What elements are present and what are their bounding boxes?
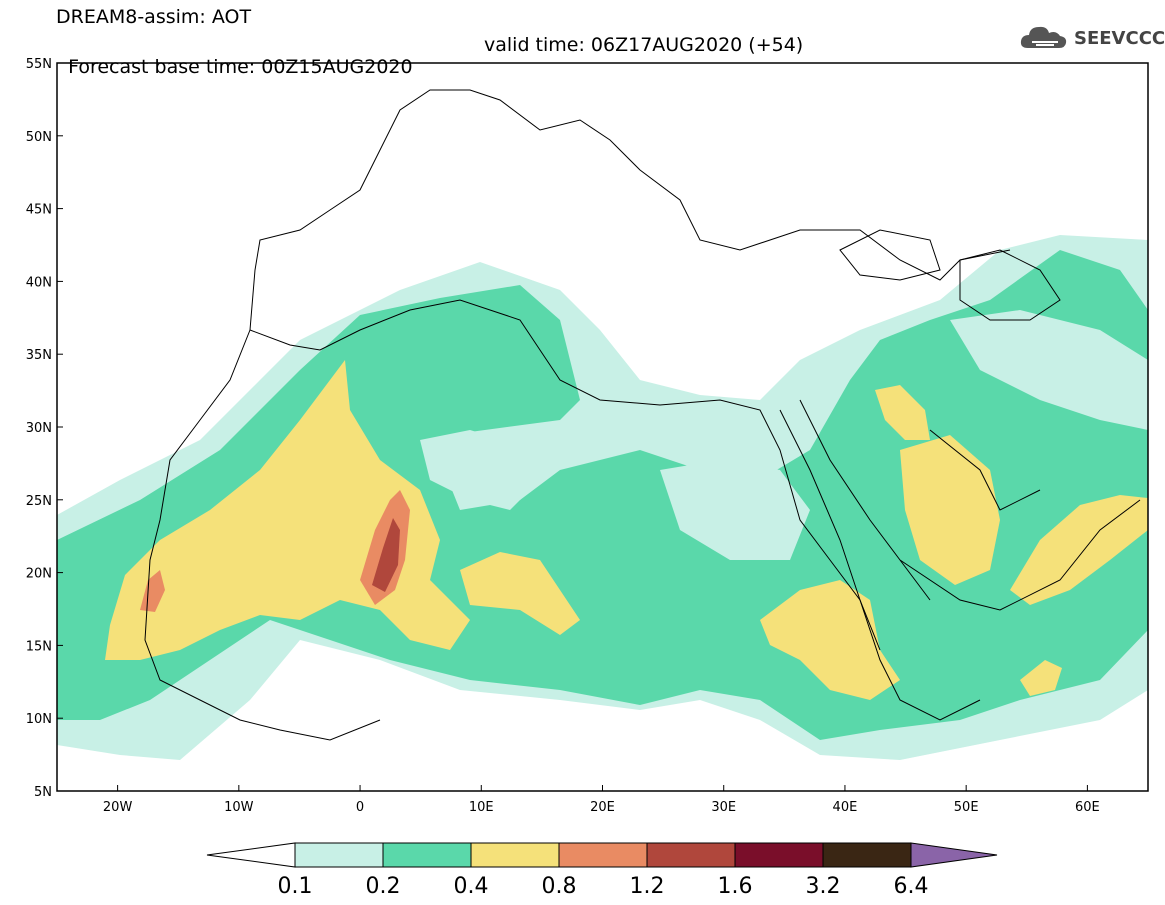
aot-light-patch-2 [660,460,810,560]
colorbar-label: 0.4 [454,874,489,899]
longitude-labels: 20W 10W 0 10E 20E 30E 40E 50E 60E [103,800,1100,815]
colorbar-segment [382,842,472,868]
colorbar-segment [646,842,736,868]
colorbar-label: 1.2 [630,874,665,899]
aot-band-0.8-mauritania [140,570,165,612]
colorbar-under-arrow [206,842,296,868]
lon-label: 30E [711,800,736,815]
europe-coast [249,89,1011,331]
lat-label: 5N [34,785,52,800]
arabia-coast [899,429,1141,611]
aot-light-patch-1 [420,430,540,510]
lat-label: 45N [26,203,52,218]
forecast-times: Forecast base time: 00Z15AUG2020 valid t… [56,34,803,100]
seevccc-logo: SEEVCCC [1018,20,1165,56]
lat-label: 10N [26,712,52,727]
map-title: DREAM8-assim: AOT [56,6,252,28]
africa-coast [249,299,981,721]
base-time: Forecast base time: 00Z15AUG2020 [68,56,413,78]
colorbar-over-arrow [910,842,998,868]
aot-band-0.4-arabia [900,435,1000,585]
logo-text: SEEVCCC [1074,28,1165,49]
colorbar-label: 0.8 [542,874,577,899]
lat-label: 35N [26,348,52,363]
lat-label: 40N [26,275,52,290]
colorbar-segment [822,842,912,868]
aot-band-0.4-iraq [875,385,930,440]
colorbar-segment [294,842,384,868]
colorbar-segment [558,842,648,868]
west-africa-coast [144,329,381,741]
lon-label: 10E [469,800,494,815]
aot-band-0.4-sahel [460,552,580,635]
lat-label: 20N [26,567,52,582]
red-sea-coast [779,399,931,651]
caspian-coast [959,249,1061,321]
colorbar-segment [470,842,560,868]
lat-label: 15N [26,639,52,654]
aot-field [57,235,1148,760]
colorbar: 0.1 0.2 0.4 0.8 1.2 1.6 3.2 6.4 [206,842,998,899]
colorbar-label: 6.4 [894,874,929,899]
valid-time: valid time: 06Z17AUG2020 (+54) [484,34,804,56]
lon-label: 20W [103,800,133,815]
lon-label: 60E [1075,800,1100,815]
colorbar-segment [734,842,824,868]
colorbar-label: 3.2 [806,874,841,899]
lon-label: 20E [590,800,615,815]
aot-light-patch-3 [950,310,1148,430]
lat-label: 30N [26,421,52,436]
axis-ticks [57,62,1088,792]
aot-band-1.2-mali [372,518,400,592]
lat-label: 50N [26,130,52,145]
aot-band-0.2 [57,250,1148,740]
coastlines [144,89,1141,741]
colorbar-label: 0.2 [366,874,401,899]
lat-label: 55N [26,57,52,72]
aot-band-0.4-somalia [1020,660,1062,696]
cloud-icon [1020,26,1067,48]
latitude-labels: 55N 50N 45N 40N 35N 30N 25N 20N 15N 10N 5N [26,57,52,800]
black-sea-coast [839,229,941,281]
lon-label: 0 [356,800,364,815]
colorbar-label: 1.6 [718,874,753,899]
lon-label: 40E [833,800,858,815]
aot-band-0.4-sudan [760,580,900,700]
lat-label: 25N [26,494,52,509]
colorbar-label: 0.1 [278,874,313,899]
lon-label: 10W [224,800,254,815]
aot-band-0.4-oman [1010,495,1148,605]
lon-label: 50E [954,800,979,815]
